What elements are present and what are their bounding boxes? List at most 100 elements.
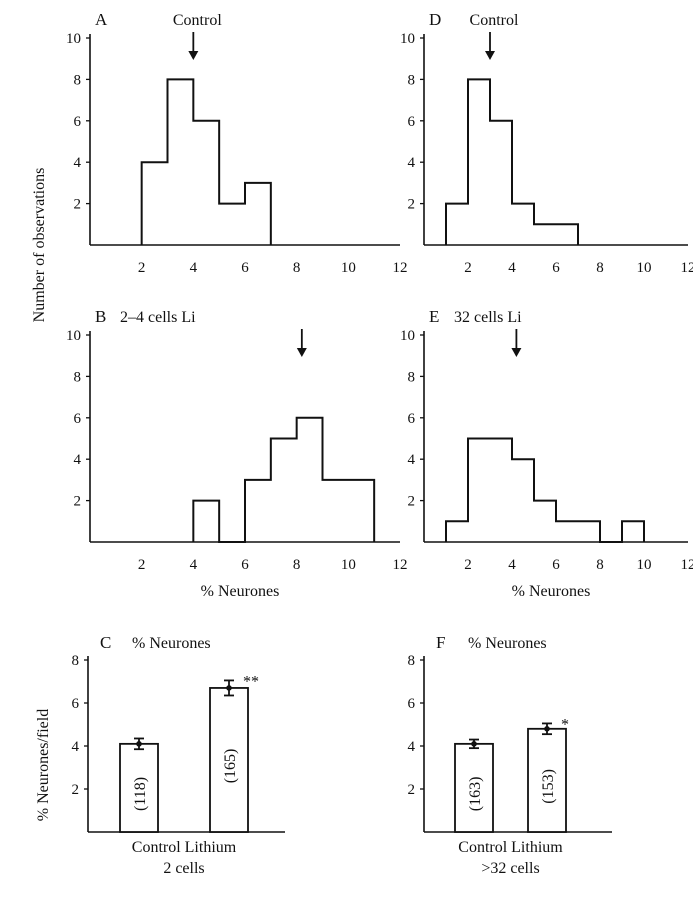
y-tick-label: 4 [74,155,82,171]
x-tick-label: 10 [637,260,652,276]
histogram-bin [534,501,556,542]
y-tick-label: 10 [400,328,415,344]
n-label: (163) [467,777,484,812]
histogram-y-axis-label: Number of observations [31,168,48,323]
y-tick-label: 4 [408,155,416,171]
x-tick-label: 12 [393,557,408,573]
x-axis-label: Control Lithium [132,839,237,856]
x-tick-label: 4 [508,260,516,276]
x-tick-label: 10 [637,557,652,573]
y-tick-label: 2 [72,782,80,798]
x-tick-label: 6 [241,557,249,573]
y-tick-label: 2 [74,197,82,213]
panel-d: 2 4 6 8 10 2 4 6 8 10 12 D Control [400,10,693,276]
histogram-bin [193,501,219,542]
panel-letter: F [436,633,445,652]
panel-letter: E [429,307,439,326]
y-tick-label: 8 [408,369,416,385]
mean-arrow-head [296,348,307,357]
panel-letter: C [100,633,111,652]
y-tick-label: 2 [408,782,416,798]
panel-letter: D [429,10,441,29]
histogram-bin [245,480,271,542]
panel-f: 2 4 6 8 (163) (153) * F % Neurones Control Lithiu… [408,633,612,877]
n-label: (118) [132,777,149,811]
y-tick-label: 8 [408,72,416,88]
y-tick-label: 2 [408,197,416,213]
x-tick-label: 8 [596,260,604,276]
x-tick-label: 2 [138,557,146,573]
y-tick-label: 6 [408,411,416,427]
bar [527,727,567,833]
histogram-bin [142,162,168,245]
histogram-outline [192,416,376,543]
x-tick-label: 6 [552,557,560,573]
histogram-bin [323,480,375,542]
n-label: (153) [540,769,557,804]
y-tick-label: 10 [400,31,415,47]
n-label: (165) [222,749,239,784]
histogram-bin [512,459,534,542]
x-axis-label: % Neurones [512,583,591,600]
x-axis-label: Control Lithium [458,839,563,856]
significance-mark: ** [243,673,259,690]
histogram-bin [446,204,468,245]
histogram-bin [446,521,468,542]
x-tick-label: 10 [341,260,356,276]
x-axis-sublabel: 2 cells [163,860,204,877]
x-tick-label: 4 [508,557,516,573]
y-tick-label: 2 [408,494,416,510]
panel-a: 2 4 6 8 10 2 4 6 8 10 12 A Control [66,10,408,276]
y-tick-label: 8 [72,653,80,669]
y-tick-label: 4 [408,739,416,755]
mean-arrow-head [188,51,199,60]
histogram-bin [468,439,512,543]
x-tick-label: 6 [552,260,560,276]
histogram-outline [445,437,645,543]
x-axis-label: % Neurones [201,583,280,600]
bar [209,687,249,833]
histogram-bin [534,224,578,245]
bar-mean-dot [136,741,142,747]
histogram-bin [219,204,245,245]
mean-arrow-head [511,348,522,357]
panel-letter: A [95,10,108,29]
panel-title: 2–4 cells Li [120,309,196,326]
x-axis-sublabel: >32 cells [481,860,539,877]
y-tick-label: 8 [74,72,82,88]
panels: 2 4 6 8 10 2 4 6 8 10 12 A Control 2 4 6 8 10 2 4 6 8 10 12 B 2–4… [66,10,693,877]
histogram-bin [271,439,297,543]
bar-y-axis-label: % Neurones/field [35,709,52,821]
y-tick-label: 6 [74,411,82,427]
y-tick-label: 6 [408,696,416,712]
x-tick-label: 2 [138,260,146,276]
x-tick-label: 2 [464,260,472,276]
y-tick-label: 2 [74,494,82,510]
histogram-bin [490,121,512,245]
histogram-bin [193,121,219,245]
bar [454,742,494,833]
histogram-outline [140,78,272,245]
mean-arrow-head [485,51,495,60]
y-tick-label: 8 [74,369,82,385]
y-tick-label: 6 [72,696,80,712]
panel-title: % Neurones [468,635,547,652]
y-tick-label: 10 [66,328,81,344]
histogram-bin [297,418,323,542]
histogram-bin [468,79,490,245]
y-tick-label: 8 [408,653,416,669]
x-tick-label: 2 [464,557,472,573]
bar-mean-dot [471,741,477,747]
panel-letter: B [95,307,106,326]
x-tick-label: 4 [190,557,198,573]
histogram-bin [168,79,194,245]
panel-title: % Neurones [132,635,211,652]
y-tick-label: 4 [74,452,82,468]
y-tick-label: 4 [72,739,80,755]
significance-mark: * [561,716,569,733]
panel-b: 2 4 6 8 10 2 4 6 8 10 12 B 2–4 cells Li % Neurones [66,307,408,600]
histogram-bin [245,183,271,245]
x-tick-label: 8 [596,557,604,573]
x-tick-label: 12 [681,260,693,276]
